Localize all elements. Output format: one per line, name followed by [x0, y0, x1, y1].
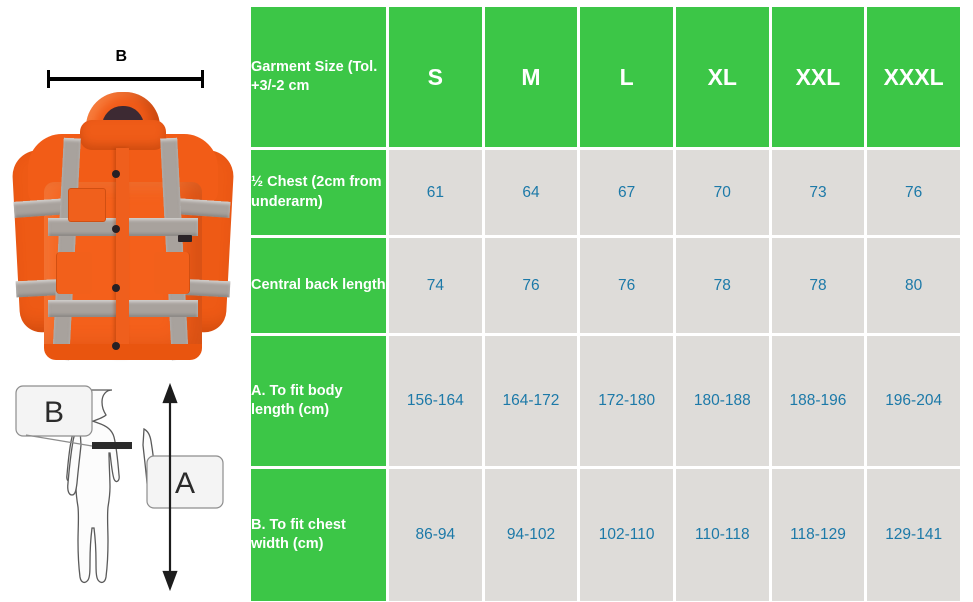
- row-label-central-back-length: Central back length: [251, 238, 386, 333]
- callout-label-a: A: [175, 467, 195, 500]
- table-row: A. To fit body length (cm) 156-164 164-1…: [251, 336, 960, 466]
- row-label-half-chest: ½ Chest (2cm from underarm): [251, 150, 386, 235]
- cell-back-length-m: 76: [484, 238, 578, 333]
- jacket-snap-button-2: [112, 225, 120, 233]
- cell-body-length-l: 172-180: [580, 336, 673, 466]
- row-label-body-length: A. To fit body length (cm): [251, 336, 386, 466]
- header-cell-garment-size: Garment Size (Tol. +3/-2 cm: [251, 7, 386, 147]
- row-label-chest-width: B. To fit chest width (cm): [251, 469, 386, 601]
- header-cell-size-l: L: [580, 7, 673, 147]
- body-measurement-diagram: B A: [4, 372, 240, 600]
- cell-chest-width-s: 86-94: [389, 469, 482, 601]
- height-arrow-icon: [162, 382, 178, 592]
- cell-half-chest-l: 67: [580, 150, 673, 235]
- header-cell-size-xxxl: XXXL: [867, 7, 960, 147]
- cell-back-length-xxl: 78: [771, 238, 865, 333]
- cell-back-length-xxxl: 80: [867, 238, 960, 333]
- table-row: Central back length 74 76 76 78 78 80: [251, 238, 960, 333]
- jacket-right-hand-pocket: [154, 252, 190, 294]
- header-cell-size-xxl: XXL: [771, 7, 865, 147]
- jacket-brand-tag: [178, 235, 192, 242]
- cell-half-chest-m: 64: [484, 150, 578, 235]
- callout-box-b: B: [15, 385, 93, 447]
- callout-label-b: B: [44, 396, 64, 429]
- cell-chest-width-xl: 110-118: [675, 469, 769, 601]
- garment-size-table: Garment Size (Tol. +3/-2 cm S M L XL XXL…: [248, 4, 963, 602]
- jacket-width-dimension-label: B: [115, 48, 128, 65]
- callout-box-a: A: [146, 455, 224, 509]
- chest-measurement-band: [92, 442, 132, 449]
- cell-chest-width-xxl: 118-129: [771, 469, 865, 601]
- cell-body-length-xxl: 188-196: [771, 336, 865, 466]
- cell-chest-width-m: 94-102: [484, 469, 578, 601]
- jacket-snap-button-1: [112, 170, 120, 178]
- jacket-snap-button-4: [112, 342, 120, 350]
- header-cell-size-m: M: [484, 7, 578, 147]
- cell-back-length-l: 76: [580, 238, 673, 333]
- table-header-row: Garment Size (Tol. +3/-2 cm S M L XL XXL…: [251, 7, 960, 147]
- cell-chest-width-l: 102-110: [580, 469, 673, 601]
- cell-half-chest-xxxl: 76: [867, 150, 960, 235]
- cell-body-length-m: 164-172: [484, 336, 578, 466]
- cell-body-length-xxxl: 196-204: [867, 336, 960, 466]
- dimension-line-icon: [47, 77, 204, 81]
- cell-half-chest-xl: 70: [675, 150, 769, 235]
- jacket-left-hand-pocket: [56, 252, 92, 294]
- jacket-collar: [80, 120, 166, 150]
- jacket-hem: [44, 344, 202, 360]
- cell-back-length-s: 74: [389, 238, 482, 333]
- cell-body-length-s: 156-164: [389, 336, 482, 466]
- table-row: ½ Chest (2cm from underarm) 61 64 67 70 …: [251, 150, 960, 235]
- cell-body-length-xl: 180-188: [675, 336, 769, 466]
- jacket-front-placket: [116, 148, 129, 358]
- jacket-snap-button-3: [112, 284, 120, 292]
- jacket-chest-pocket: [68, 188, 106, 222]
- callout-leader-line-b: [25, 434, 93, 447]
- hi-vis-jacket-illustration: [6, 92, 236, 362]
- illustration-panel: B: [0, 0, 243, 602]
- cell-chest-width-xxxl: 129-141: [867, 469, 960, 601]
- cell-back-length-xl: 78: [675, 238, 769, 333]
- header-cell-size-s: S: [389, 7, 482, 147]
- table-row: B. To fit chest width (cm) 86-94 94-102 …: [251, 469, 960, 601]
- cell-half-chest-s: 61: [389, 150, 482, 235]
- cell-half-chest-xxl: 73: [771, 150, 865, 235]
- header-cell-size-xl: XL: [675, 7, 769, 147]
